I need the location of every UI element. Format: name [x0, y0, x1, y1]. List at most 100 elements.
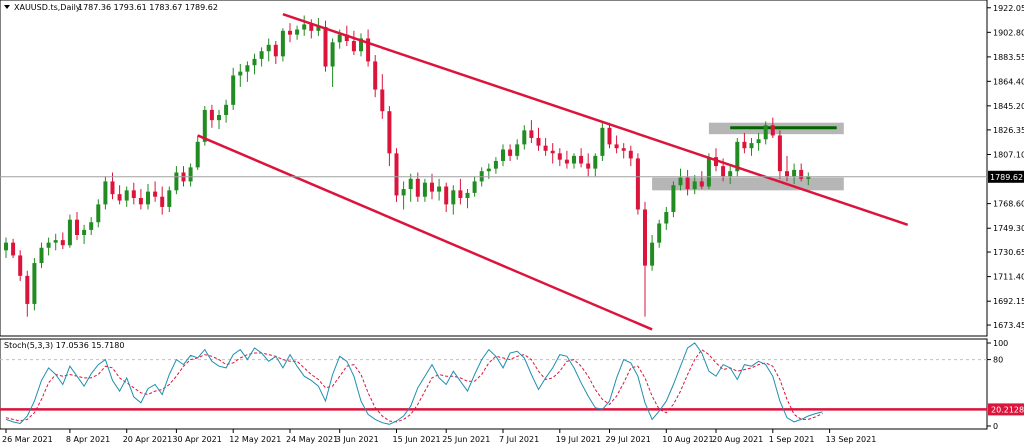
- candle-bear: [742, 141, 747, 149]
- stoch-panel-frame: [0, 338, 988, 430]
- candle-bear: [785, 171, 789, 177]
- date-tick-label: 24 May 2021: [286, 435, 338, 444]
- candle-bear: [11, 242, 16, 256]
- candle-bear: [579, 155, 584, 164]
- candle-bull: [252, 58, 257, 66]
- candle-bull: [756, 139, 761, 144]
- candle-bear: [458, 190, 463, 198]
- current-price-line: 1789.62: [0, 170, 1024, 183]
- candle-bear: [714, 157, 718, 167]
- candle-bull: [280, 30, 285, 57]
- candle-bear: [323, 26, 328, 67]
- candle-bull: [167, 190, 172, 207]
- price-tick-label: 1749.30: [993, 224, 1024, 233]
- candle-bull: [572, 155, 576, 164]
- candle-bull: [728, 171, 733, 177]
- candle-bear: [110, 181, 115, 195]
- price-panel-frame: [0, 0, 988, 337]
- date-tick-label: 19 Jul 2021: [556, 435, 601, 444]
- stochastic-oscillator: 100 80 0 20.2128: [0, 339, 1024, 431]
- collapse-arrow-icon[interactable]: [4, 5, 10, 9]
- candle-bull: [39, 247, 44, 264]
- candle-bear: [138, 197, 143, 205]
- price-tick-label: 1826.35: [993, 126, 1024, 135]
- candle-bull: [501, 149, 505, 161]
- candle-bear: [508, 149, 513, 156]
- price-tick-label: 1902.80: [993, 28, 1024, 37]
- candle-bear: [586, 163, 591, 169]
- date-tick-label: 25 Jun 2021: [442, 435, 490, 444]
- stoch-label: Stoch(5,3,3) 17.0536 15.7180: [4, 341, 124, 350]
- candle-bull: [806, 176, 811, 179]
- stoch-tick-label: 80: [993, 356, 1003, 365]
- candle-bull: [600, 127, 605, 156]
- candle-bear: [430, 182, 434, 192]
- candle-bear: [536, 138, 541, 146]
- candle-bull: [486, 168, 491, 172]
- date-tick-label: 20 Apr 2021: [123, 435, 172, 444]
- candle-bear: [628, 150, 633, 159]
- candle-bull: [174, 172, 179, 191]
- candle-bull: [493, 160, 498, 169]
- candle-bull: [472, 181, 477, 193]
- candle-bear: [550, 150, 555, 154]
- candle-bull: [245, 65, 250, 72]
- candlesticks: [4, 15, 811, 317]
- candle-bear: [344, 34, 349, 42]
- candle-bull: [465, 192, 470, 198]
- price-tick-label: 1692.15: [993, 297, 1024, 306]
- candle-bull: [238, 71, 243, 76]
- candle-bull: [593, 155, 598, 169]
- candle-bull: [217, 115, 221, 121]
- candle-bear: [394, 153, 399, 196]
- candle-bear: [721, 166, 726, 177]
- price-tick-label: 1922.05: [993, 4, 1024, 13]
- stoch-value-box: [988, 403, 1024, 416]
- candle-bull: [692, 181, 697, 190]
- candle-bear: [699, 181, 704, 187]
- candle-bear: [415, 178, 420, 197]
- candle-bear: [387, 111, 392, 154]
- candle-bull: [451, 190, 456, 205]
- date-tick-label: 10 Aug 2021: [662, 435, 713, 444]
- price-tick-label: 1845.20: [993, 102, 1024, 111]
- candle-bull: [735, 141, 740, 172]
- candle-bull: [53, 240, 58, 243]
- candle-bull: [408, 178, 413, 190]
- candle-bear: [117, 194, 122, 201]
- candle-bull: [124, 190, 129, 201]
- date-tick-label: 29 Jul 2021: [606, 435, 651, 444]
- current-price-label: 1789.62: [990, 173, 1023, 182]
- candle-bear: [288, 30, 292, 35]
- candle-bull: [302, 24, 307, 30]
- candle-bear: [614, 144, 619, 149]
- ohlc-readout: 1787.36 1793.61 1783.67 1789.62: [78, 3, 218, 12]
- price-tick-label: 1768.60: [993, 200, 1024, 209]
- date-tick-label: 12 May 2021: [229, 435, 281, 444]
- candle-bear: [160, 196, 165, 207]
- candle-bull: [202, 109, 207, 142]
- stoch-tick-label: 100: [993, 339, 1008, 348]
- price-axis: 1922.05 1902.80 1883.55 1864.40 1845.20 1826.…: [987, 4, 1024, 330]
- candle-bull: [96, 204, 101, 223]
- candle-bull: [664, 212, 669, 224]
- candle-bear: [60, 240, 65, 246]
- candle-bear: [777, 135, 782, 172]
- candle-bull: [46, 242, 51, 248]
- candle-bull: [295, 29, 300, 35]
- upper-channel: [282, 13, 909, 226]
- candle-bull: [259, 51, 264, 59]
- candle-bull: [657, 223, 662, 243]
- candle-bear: [131, 190, 136, 198]
- candle-bear: [75, 219, 79, 236]
- date-tick-label: 1 Sep 2021: [769, 435, 815, 444]
- candle-bull: [792, 169, 797, 177]
- stoch-tick-label: 0: [993, 422, 998, 431]
- candle-bull: [330, 42, 335, 67]
- candle-bear: [153, 191, 158, 197]
- stoch-value-label: 20.2128: [991, 405, 1024, 414]
- candle-bear: [799, 169, 804, 179]
- candle-bull: [82, 229, 87, 236]
